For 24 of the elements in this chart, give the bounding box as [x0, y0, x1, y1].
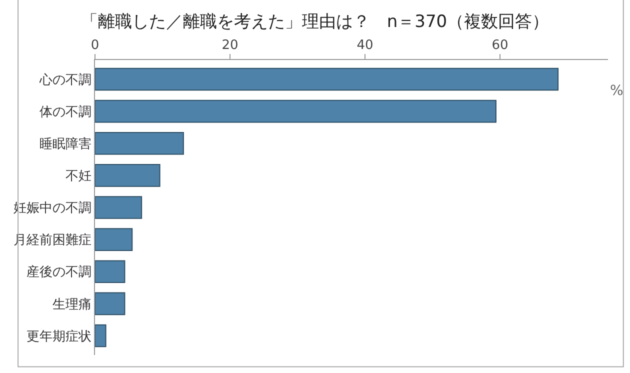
bar [95, 68, 559, 91]
y-tick-label: 体の不調 [39, 104, 92, 120]
y-tick-label: 妊娠中の不調 [13, 201, 92, 216]
bar [95, 228, 133, 251]
bar [95, 100, 496, 123]
bar [95, 196, 142, 219]
y-tick-label: 睡眠障害 [39, 136, 92, 152]
y-tick-label: 不妊 [65, 168, 92, 184]
chart-title: 「離職した／離職を考えた」理由は？ n＝370（複数回答） [80, 12, 550, 32]
y-tick-label: 産後の不調 [26, 264, 92, 280]
text: % [610, 83, 624, 99]
x-tick-label: 0 [90, 38, 100, 53]
x-tick-label: 20 [222, 38, 238, 53]
bar [95, 324, 106, 348]
bar [95, 164, 160, 187]
y-tick-label: 生理痛 [52, 297, 92, 312]
y-tick-label: 月経前困難症 [13, 233, 92, 248]
y-tick-label: 心の不調 [38, 72, 92, 88]
bar [95, 292, 126, 316]
x-tick-label: 60 [492, 38, 508, 53]
y-tick-label: 更年期症状 [26, 329, 92, 344]
bar [95, 260, 126, 284]
bar [95, 132, 184, 155]
x-tick-label: 40 [356, 38, 374, 53]
